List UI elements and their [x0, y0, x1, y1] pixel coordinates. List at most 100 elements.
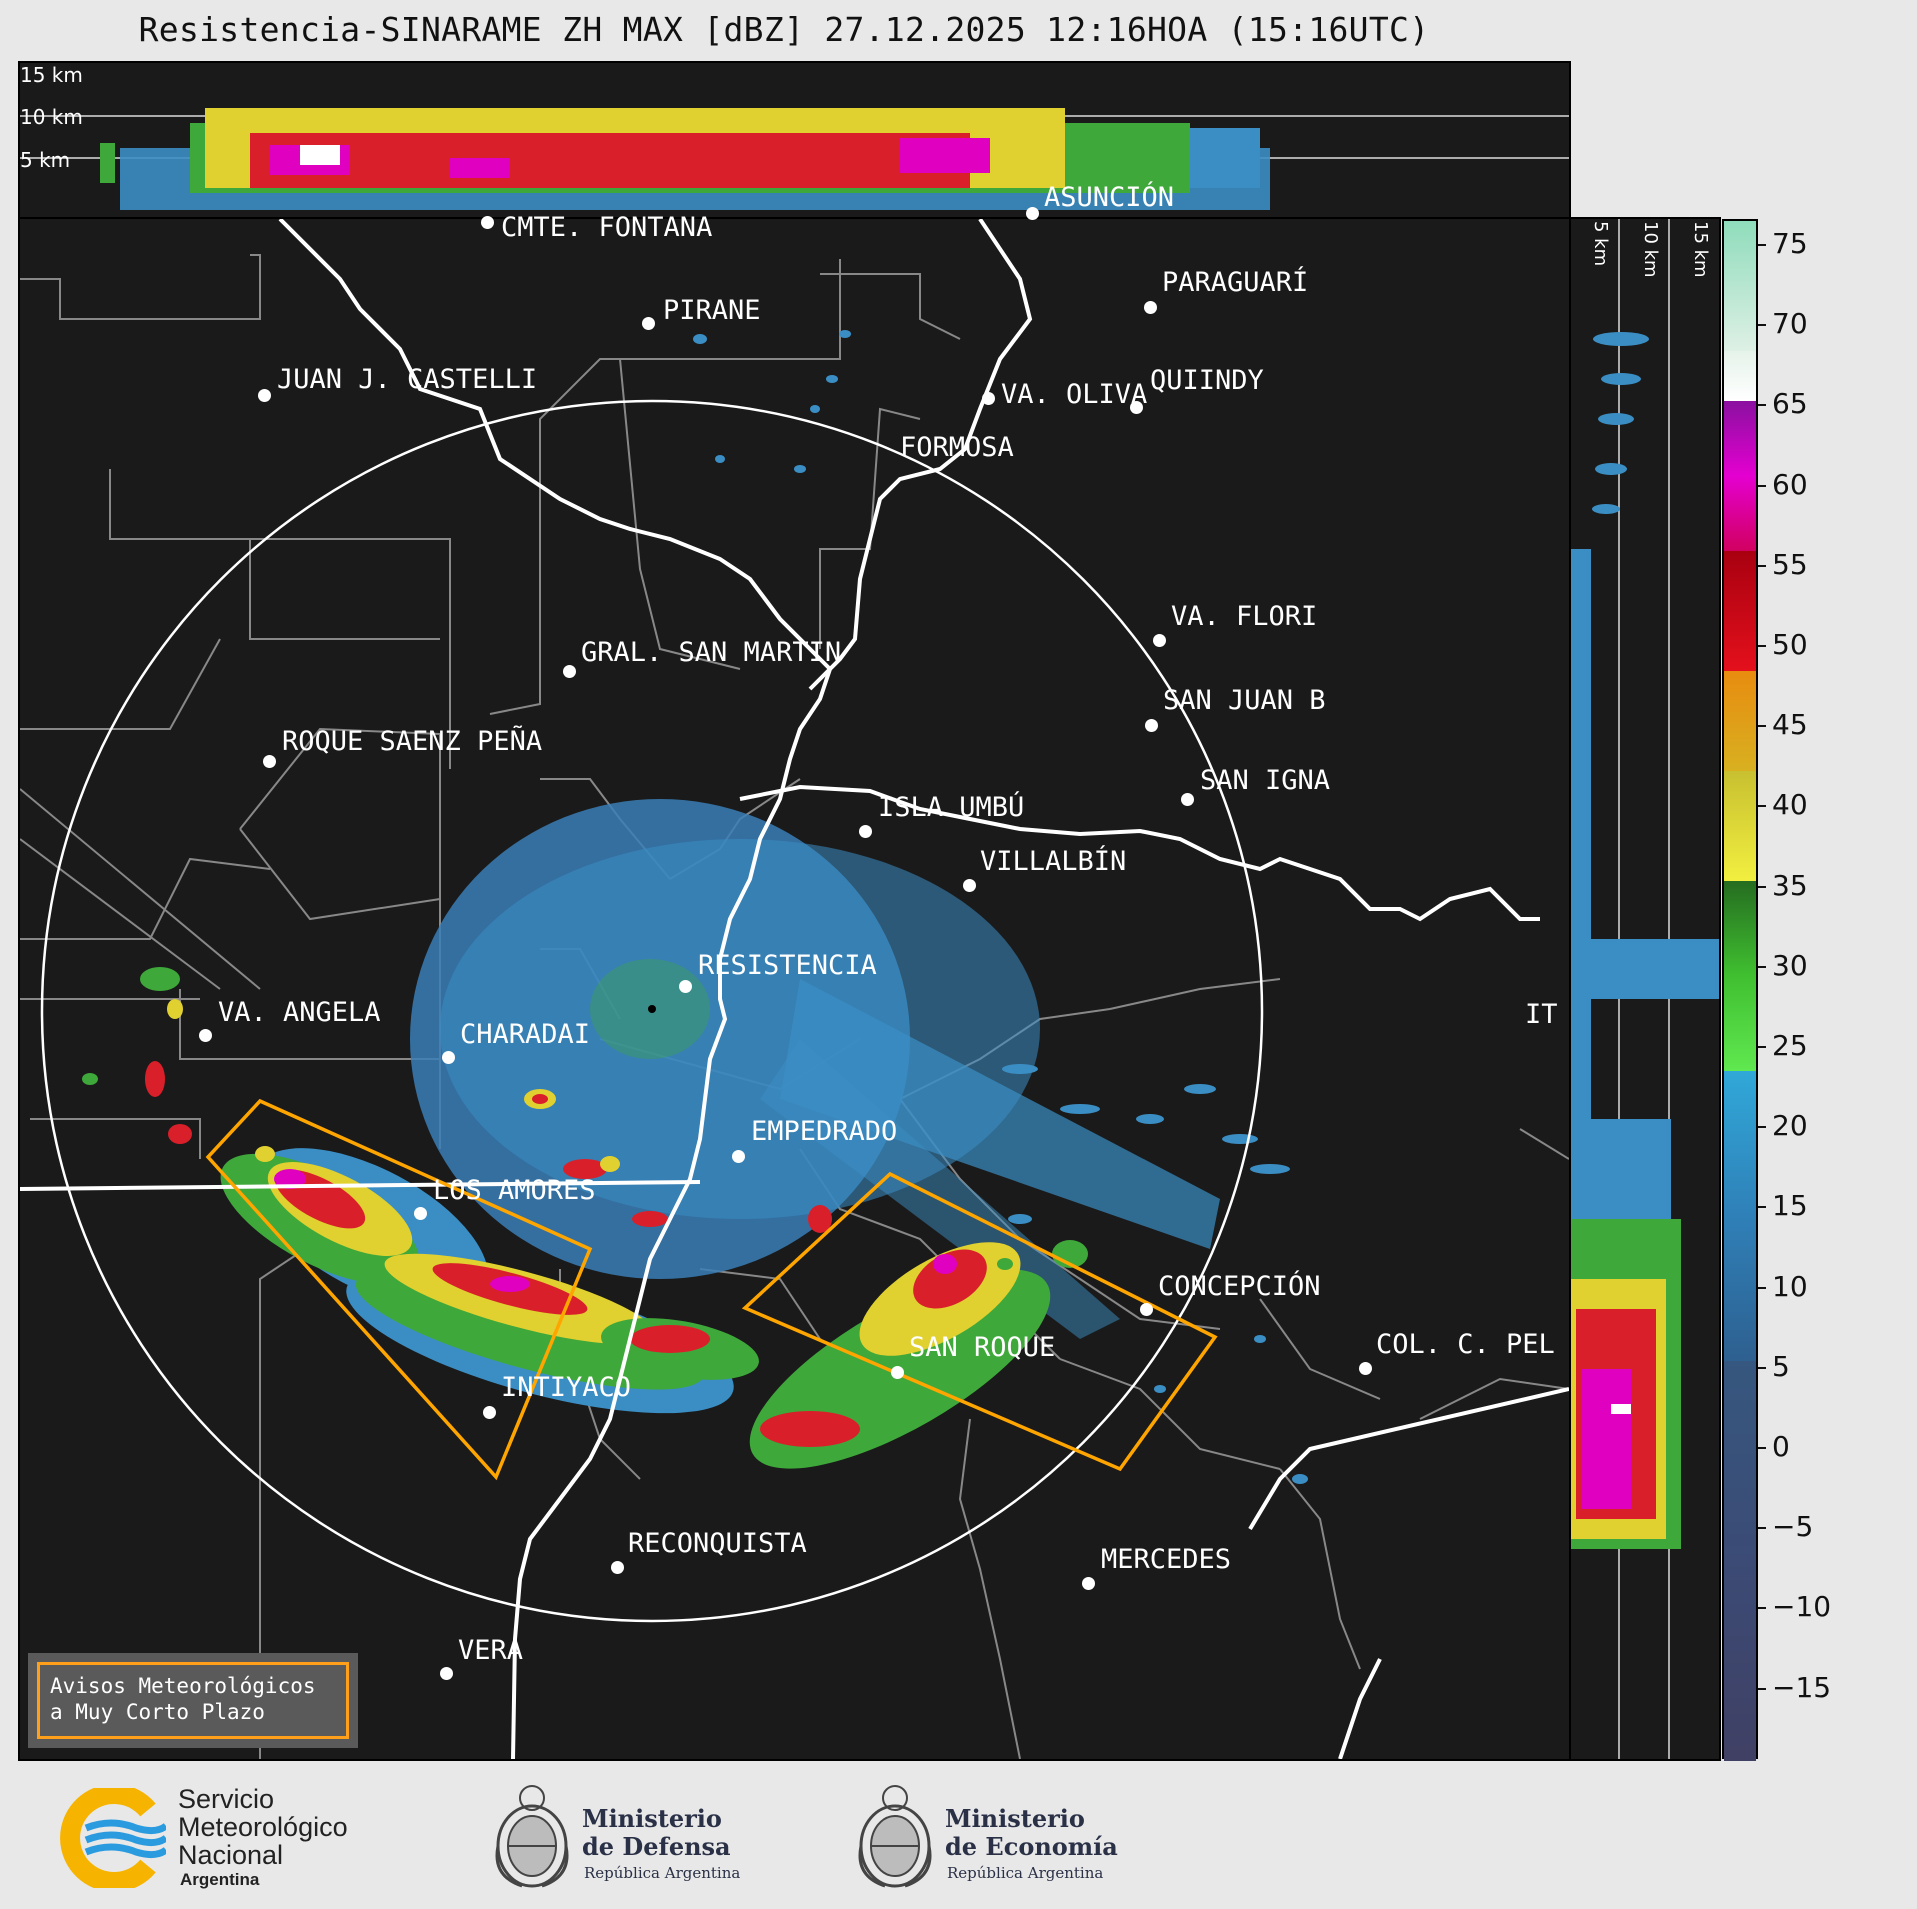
colorbar-tick [1758, 805, 1766, 807]
city-label: GRAL. SAN MARTIN [581, 637, 842, 668]
smn-logo-icon [60, 1788, 166, 1888]
radar-map[interactable]: CMTE. FONTANA ASUNCIÓN PIRANE PARAGUARÍ … [18, 182, 1571, 1761]
city-dot [258, 389, 271, 402]
city-label: IT [1525, 999, 1558, 1030]
top-height-label-5: 5 km [20, 148, 71, 172]
city-label: LOS AMORES [433, 1175, 596, 1206]
warning-polygons [205, 1098, 1218, 1481]
map-title: Resistencia-SINARAME ZH MAX [dBZ] 27.12.… [138, 10, 1430, 49]
city-dot [440, 1667, 453, 1680]
right-cross-section-panel: 5 km 10 km 15 km [1569, 217, 1721, 1761]
city-label: ISLA UMBÚ [878, 792, 1025, 823]
city-label: VILLALBÍN [980, 846, 1127, 877]
economia-sub: República Argentina [947, 1864, 1104, 1882]
city-label: CONCEPCIÓN [1158, 1271, 1321, 1302]
avisos-link-box[interactable]: Avisos Meteorológicos a Muy Corto Plazo [28, 1653, 358, 1748]
city-dot [1026, 207, 1039, 220]
footer-logos: Servicio Meteorológico Nacional Argentin… [0, 1762, 1917, 1909]
colorbar-tick [1758, 244, 1766, 246]
avisos-line1: Avisos Meteorológicos [50, 1674, 316, 1698]
colorbar-label: 10 [1772, 1270, 1808, 1303]
top-height-label-10: 10 km [20, 105, 83, 129]
colorbar-label: −10 [1772, 1590, 1832, 1623]
colorbar-label: 40 [1772, 788, 1808, 821]
dbz-colorbar [1722, 219, 1758, 1761]
city-dot [642, 317, 655, 330]
city-dot [963, 879, 976, 892]
storm-cells [82, 967, 1088, 1469]
colorbar-label: −5 [1772, 1510, 1814, 1543]
colorbar-tick [1758, 886, 1766, 888]
defensa-sub: República Argentina [584, 1864, 741, 1882]
colorbar-tick [1758, 725, 1766, 727]
radar-range-ring [40, 399, 1264, 1623]
colorbar-label: 45 [1772, 708, 1808, 741]
avisos-line2: a Muy Corto Plazo [50, 1700, 265, 1724]
city-dot [263, 755, 276, 768]
city-dot [1153, 634, 1166, 647]
city-label: EMPEDRADO [751, 1116, 898, 1147]
city-dot [732, 1150, 745, 1163]
colorbar-tick [1758, 1688, 1766, 1690]
city-label: VERA [458, 1635, 524, 1666]
right-height-label-10: 10 km [1640, 221, 1661, 278]
city-label: VA. OLIVA [1001, 379, 1148, 410]
city-dot [481, 216, 494, 229]
colorbar-label: 15 [1772, 1189, 1808, 1222]
city-label: RESISTENCIA [698, 950, 877, 981]
colorbar-label: 50 [1772, 628, 1808, 661]
city-label: ROQUE SAENZ PEÑA [282, 726, 543, 757]
colorbar-label: −15 [1772, 1671, 1832, 1704]
colorbar-label: 75 [1772, 227, 1808, 260]
city-dot [859, 825, 872, 838]
colorbar-label: 30 [1772, 949, 1808, 982]
colorbar-tick [1758, 966, 1766, 968]
city-label: RECONQUISTA [628, 1528, 807, 1559]
colorbar-label: 35 [1772, 869, 1808, 902]
city-label: FORMOSA [900, 432, 1014, 463]
city-label: SAN ROQUE [909, 1332, 1056, 1363]
city-dot [1140, 1303, 1153, 1316]
smn-line3: Nacional [178, 1840, 284, 1870]
top-cross-section-panel: 15 km 10 km 5 km [18, 61, 1571, 219]
colorbar-label: 65 [1772, 387, 1808, 420]
city-label: CMTE. FONTANA [501, 212, 713, 243]
city-dot [442, 1051, 455, 1064]
radar-map-layers [20, 219, 1569, 1759]
city-dot [414, 1207, 427, 1220]
colorbar-tick [1758, 1206, 1766, 1208]
right-height-label-15: 15 km [1690, 221, 1711, 278]
city-label: COL. C. PEL [1376, 1329, 1555, 1360]
city-label: JUAN J. CASTELLI [277, 364, 538, 395]
city-label: ASUNCIÓN [1044, 182, 1175, 213]
colorbar-label: 55 [1772, 548, 1808, 581]
city-label: PIRANE [663, 295, 761, 326]
right-cross-section-echoes [1571, 219, 1719, 1759]
colorbar-tick [1758, 1367, 1766, 1369]
city-dot [1181, 793, 1194, 806]
economia-line2: de Economía [945, 1832, 1118, 1861]
colorbar-tick [1758, 1607, 1766, 1609]
colorbar-tick [1758, 1046, 1766, 1048]
argentina-seal-icon [858, 1785, 932, 1888]
city-dot [1359, 1362, 1372, 1375]
colorbar-label: 70 [1772, 307, 1808, 340]
city-label: SAN IGNA [1200, 765, 1331, 796]
colorbar-label: 0 [1772, 1430, 1790, 1463]
right-height-label-5: 5 km [1590, 221, 1611, 267]
radar-echo-central [410, 799, 1220, 1339]
city-label: SAN JUAN B [1163, 685, 1326, 716]
city-dot [199, 1029, 212, 1042]
top-height-label-15: 15 km [20, 63, 83, 87]
colorbar-label: 5 [1772, 1350, 1790, 1383]
colorbar-tick [1758, 404, 1766, 406]
city-dot [891, 1366, 904, 1379]
argentina-seal-icon [495, 1785, 569, 1888]
city-label: VA. FLORI [1171, 601, 1318, 632]
colorbar-tick [1758, 565, 1766, 567]
city-label: MERCEDES [1101, 1544, 1232, 1575]
city-dot [1082, 1577, 1095, 1590]
city-dot [483, 1406, 496, 1419]
city-dot [1145, 719, 1158, 732]
city-dot [1130, 401, 1143, 414]
